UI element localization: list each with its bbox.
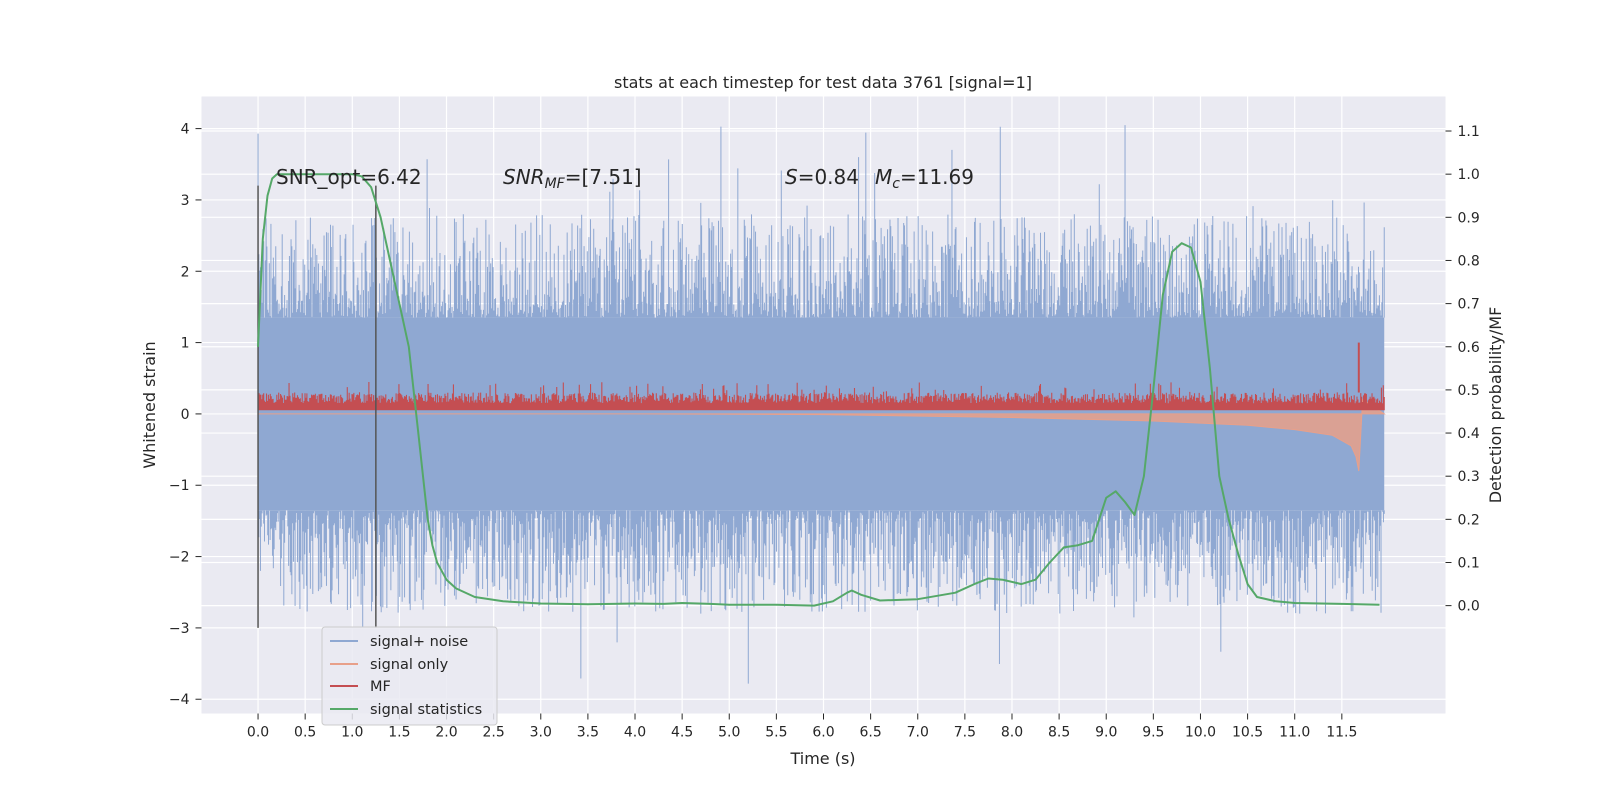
y-axis-left-ticks: 4 3 2 1 0 −1 −2 −3 −4	[169, 122, 202, 708]
x-tick-label-22: 11.0	[1279, 725, 1310, 741]
y-right-tick-label-0: 1.1	[1458, 124, 1480, 140]
legend: signal+ noise signal only MF signal stat…	[321, 626, 498, 726]
annotation-mc-sub: c	[892, 176, 900, 192]
legend-label-signal-noise: signal+ noise	[370, 634, 468, 650]
annotation-snr-mf-value: =[7.51]	[565, 165, 642, 189]
annotation-s-value: =0.84	[798, 165, 859, 189]
annotation-snr-mf-label: SNR	[503, 165, 545, 189]
x-tick-label-13: 6.5	[859, 725, 881, 741]
y-left-tick-label-2: 2	[181, 264, 190, 280]
x-tick-label-15: 7.5	[954, 725, 976, 741]
y-axis-left-label: Whitened strain	[140, 341, 159, 468]
x-axis-label: Time (s)	[789, 749, 855, 768]
x-tick-label-1: 0.5	[294, 725, 316, 741]
x-tick-label-16: 8.0	[1001, 725, 1023, 741]
annotation-snr-mf: SNRMF=[7.51]	[503, 165, 642, 192]
x-tick-label-0: 0.0	[247, 725, 269, 741]
annotation-s-label: S	[785, 165, 798, 189]
legend-label-signal-only: signal only	[370, 657, 449, 673]
y-right-tick-label-4: 0.7	[1458, 297, 1480, 313]
x-tick-label-4: 2.0	[435, 725, 457, 741]
annotation-s-mc: S=0.84 Mc=11.69	[785, 165, 974, 192]
x-tick-label-5: 2.5	[483, 725, 505, 741]
legend-box	[321, 626, 498, 726]
annotation-mc-label: M	[875, 165, 892, 189]
x-tick-label-20: 10.0	[1185, 725, 1216, 741]
x-tick-label-18: 9.0	[1095, 725, 1117, 741]
x-axis-ticks: 0.0 0.5 1.0 1.5 2.0 2.5 3.0 3.5 4.0 4.5 5.0 5.5 6.0 6…	[247, 713, 1357, 741]
y-right-tick-label-3: 0.8	[1458, 253, 1480, 269]
y-left-tick-label-3: 1	[181, 336, 190, 352]
x-tick-label-17: 8.5	[1048, 725, 1070, 741]
vertical-markers	[257, 185, 377, 628]
x-tick-label-23: 11.5	[1326, 725, 1357, 741]
y-axis-right-label: Detection probability/MF	[1486, 307, 1505, 504]
y-axis-right-ticks: 1.1 1.0 0.9 0.8 0.7 0.6 0.5 0.4 0.3 0.2 0.1 0.0	[1445, 124, 1480, 615]
y-right-tick-label-11: 0.0	[1458, 599, 1480, 615]
annotation-snr-mf-sub: MF	[545, 176, 566, 192]
x-tick-label-10: 5.0	[718, 725, 740, 741]
x-tick-label-11: 5.5	[765, 725, 787, 741]
x-tick-label-19: 9.5	[1142, 725, 1164, 741]
x-tick-label-8: 4.0	[624, 725, 646, 741]
y-left-tick-label-0: 4	[181, 122, 190, 138]
legend-label-signal-statistics: signal statistics	[370, 702, 482, 718]
y-right-tick-label-10: 0.1	[1458, 555, 1480, 571]
y-right-tick-label-1: 1.0	[1458, 167, 1480, 183]
x-tick-label-9: 4.5	[671, 725, 693, 741]
y-left-tick-label-8: −4	[169, 692, 190, 708]
x-tick-label-21: 10.5	[1232, 725, 1263, 741]
y-left-tick-label-1: 3	[181, 193, 190, 209]
signal-statistics-line	[257, 173, 1380, 607]
x-tick-label-7: 3.5	[577, 725, 599, 741]
x-tick-label-14: 7.0	[907, 725, 929, 741]
y-left-tick-label-6: −2	[169, 550, 190, 566]
y-right-tick-label-8: 0.3	[1458, 469, 1480, 485]
x-tick-label-6: 3.0	[530, 725, 552, 741]
y-right-tick-label-7: 0.4	[1458, 426, 1480, 442]
signal-statistics-series	[257, 173, 1380, 607]
y-left-tick-label-5: −1	[169, 478, 190, 494]
annotation-mc-value: =11.69	[900, 165, 974, 189]
y-right-tick-label-6: 0.5	[1458, 383, 1480, 399]
y-right-tick-label-9: 0.2	[1458, 512, 1480, 528]
x-tick-label-12: 6.0	[812, 725, 834, 741]
signal-only-series	[258, 398, 1386, 472]
annotation-snr-opt: SNR_opt=6.42	[276, 165, 422, 189]
y-right-tick-label-5: 0.6	[1458, 340, 1480, 356]
signal-only-line	[258, 398, 1386, 472]
y-right-tick-label-2: 0.9	[1458, 210, 1480, 226]
chart-title: stats at each timestep for test data 376…	[614, 73, 1032, 92]
y-left-tick-label-7: −3	[169, 621, 190, 637]
x-tick-label-3: 1.5	[388, 725, 410, 741]
y-left-tick-label-4: 0	[181, 407, 190, 423]
x-tick-label-2: 1.0	[341, 725, 363, 741]
legend-label-mf: MF	[370, 679, 391, 695]
